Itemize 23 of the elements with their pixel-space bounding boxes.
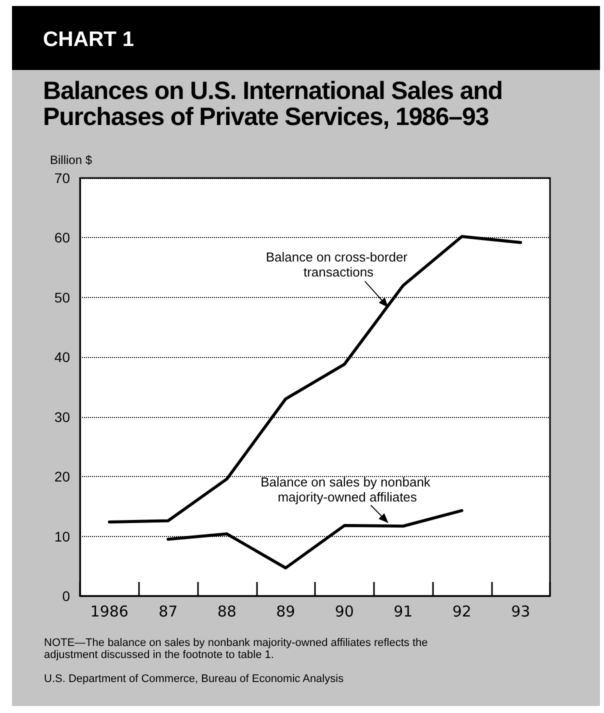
text: U.S. Department of Commerce, Bureau of Economic Analysis (44, 673, 345, 685)
y-tick-label: 70 (54, 170, 70, 186)
y-tick-label: 50 (54, 289, 70, 306)
series-label: Balance on cross-border transactions (266, 250, 412, 280)
chart-title: Balances on U.S. International Sales and Purchases of Private Services, 1986–93 (43, 77, 504, 131)
x-tick-label: 93 (511, 602, 530, 620)
y-tick-label: 10 (54, 528, 70, 544)
y-tick-label: 30 (54, 408, 70, 425)
series-label: Balance on sales by nonbank majority-owned affiliates (260, 474, 434, 505)
x-tick-label: 87 (158, 602, 178, 620)
y-tick-label: 20 (54, 468, 70, 485)
x-tick-label: 90 (334, 602, 354, 620)
chart-subtitle: CHART 1 (43, 28, 134, 52)
x-tick-label: 1986 (90, 602, 128, 620)
x-tick-label: 88 (217, 602, 236, 620)
y-tick-label: 60 (54, 230, 70, 246)
y-tick-label: 40 (54, 349, 70, 366)
x-tick-label: 89 (276, 602, 296, 620)
y-tick-label: 0 (62, 588, 70, 604)
x-tick-label: 91 (394, 602, 413, 620)
text: NOTE—The balance on sales by nonbank majority-owned affiliates reflects the adjustment discussed in the footnote to table 1. (44, 637, 429, 661)
y-axis-title: Billion $ (50, 153, 92, 167)
x-tick-label: 92 (452, 602, 472, 620)
